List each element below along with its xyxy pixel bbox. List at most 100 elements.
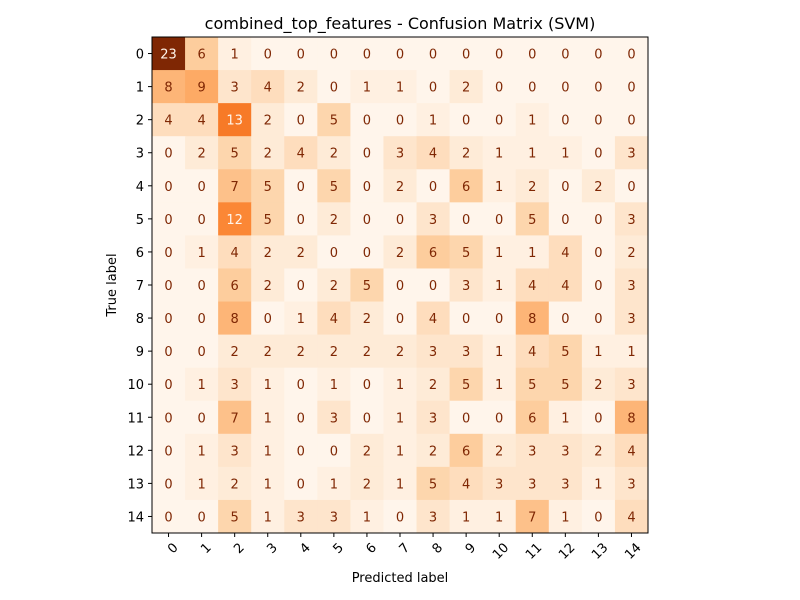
cell-value-label: 0 xyxy=(164,477,172,492)
x-tick-label: 0 xyxy=(165,540,181,556)
cell-value-label: 3 xyxy=(561,444,569,459)
cell-value-label: 5 xyxy=(462,378,470,393)
heatmap-cell xyxy=(548,169,583,203)
heatmap-cell xyxy=(185,268,219,303)
heatmap-cell xyxy=(548,499,583,534)
cell-value-label: 2 xyxy=(330,147,338,162)
cell-value-label: 0 xyxy=(363,180,371,195)
heatmap-cell xyxy=(482,499,517,534)
cell-value-label: 2 xyxy=(429,378,437,393)
cell-value-label: 2 xyxy=(231,477,239,492)
heatmap-cell xyxy=(317,367,351,402)
heatmap-cell xyxy=(515,499,550,534)
cell-value-label: 8 xyxy=(528,312,536,327)
heatmap-cell xyxy=(383,136,418,170)
heatmap-cell xyxy=(185,103,219,137)
heatmap-cell xyxy=(581,103,616,137)
cell-value-label: 6 xyxy=(231,279,239,294)
heatmap-cell xyxy=(218,235,252,269)
heatmap-cell xyxy=(152,136,186,170)
heatmap-cell xyxy=(218,433,252,468)
heatmap-cell xyxy=(350,37,384,71)
cell-value-label: 3 xyxy=(462,345,470,360)
y-tick-label: 9 xyxy=(136,345,144,360)
heatmap-cell xyxy=(350,235,384,269)
cell-value-label: 0 xyxy=(264,48,272,63)
cell-value-label: 12 xyxy=(226,213,243,228)
heatmap-cell xyxy=(515,268,550,303)
cell-value-label: 1 xyxy=(396,444,404,459)
heatmap-cell xyxy=(152,433,186,468)
x-tick-label: 7 xyxy=(397,540,413,556)
cell-value-label: 1 xyxy=(495,279,503,294)
heatmap-cell xyxy=(317,433,351,468)
heatmap-cell xyxy=(383,70,418,104)
heatmap-cell xyxy=(251,202,285,236)
heatmap-cell xyxy=(218,70,252,104)
heatmap-cell xyxy=(581,367,616,402)
heatmap-cell xyxy=(548,433,583,468)
heatmap-cell xyxy=(185,301,219,336)
heatmap-cell xyxy=(581,136,616,170)
cell-value-label: 4 xyxy=(231,246,239,261)
heatmap-cell xyxy=(416,400,451,435)
cell-value-label: 1 xyxy=(297,312,305,327)
cell-value-label: 1 xyxy=(495,246,503,261)
cell-value-label: 0 xyxy=(197,213,205,228)
y-tick-label: 2 xyxy=(136,114,144,129)
heatmap-cell xyxy=(383,367,418,402)
cell-value-label: 0 xyxy=(495,81,503,96)
cell-value-label: 3 xyxy=(627,147,635,162)
cell-value-label: 3 xyxy=(429,213,437,228)
heatmap-cell xyxy=(218,499,252,534)
cell-value-label: 2 xyxy=(330,345,338,360)
cell-value-label: 2 xyxy=(297,345,305,360)
heatmap-cell xyxy=(350,70,384,104)
cell-value-label: 1 xyxy=(561,411,569,426)
cell-value-label: 2 xyxy=(297,246,305,261)
y-tick-label: 0 xyxy=(136,48,144,63)
heatmap-cell xyxy=(383,400,418,435)
heatmap-cell xyxy=(350,367,384,402)
cell-value-label: 0 xyxy=(462,312,470,327)
cell-value-label: 0 xyxy=(429,81,437,96)
x-tick-label: 11 xyxy=(523,540,545,562)
cell-value-label: 4 xyxy=(561,246,569,261)
heatmap-cell xyxy=(350,400,384,435)
cell-value-label: 0 xyxy=(396,510,404,525)
heatmap-cell xyxy=(614,37,649,71)
heatmap-cell xyxy=(218,334,252,369)
cell-value-label: 1 xyxy=(264,477,272,492)
x-tick-label: 4 xyxy=(297,540,313,556)
heatmap-cell xyxy=(548,70,583,104)
heatmap-cell xyxy=(548,136,583,170)
heatmap-cell xyxy=(449,301,484,336)
cell-value-label: 0 xyxy=(495,411,503,426)
x-tick-label: 3 xyxy=(264,540,280,556)
heatmap-cell xyxy=(581,466,616,501)
cell-value-label: 1 xyxy=(627,345,635,360)
heatmap-cell xyxy=(614,268,649,303)
cell-value-label: 0 xyxy=(164,345,172,360)
cell-value-label: 0 xyxy=(363,48,371,63)
cell-value-label: 3 xyxy=(627,312,635,327)
heatmap-cell xyxy=(317,169,351,203)
heatmap-cell xyxy=(614,136,649,170)
heatmap-cell xyxy=(515,334,550,369)
cell-value-label: 2 xyxy=(264,279,272,294)
x-tick-label: 2 xyxy=(231,540,247,556)
cell-value-label: 2 xyxy=(264,114,272,129)
cell-value-label: 5 xyxy=(231,510,239,525)
heatmap-cell xyxy=(284,367,318,402)
chart-title: combined_top_features - Confusion Matrix… xyxy=(205,14,596,34)
cell-value-label: 0 xyxy=(462,411,470,426)
cell-value-label: 0 xyxy=(363,246,371,261)
cell-value-label: 0 xyxy=(330,444,338,459)
cell-value-label: 1 xyxy=(197,444,205,459)
heatmap-cell xyxy=(350,466,384,501)
heatmap-cell xyxy=(614,433,649,468)
heatmap-cell xyxy=(383,499,418,534)
cell-value-label: 2 xyxy=(396,246,404,261)
cell-value-label: 3 xyxy=(495,477,503,492)
heatmap-cell xyxy=(482,367,517,402)
